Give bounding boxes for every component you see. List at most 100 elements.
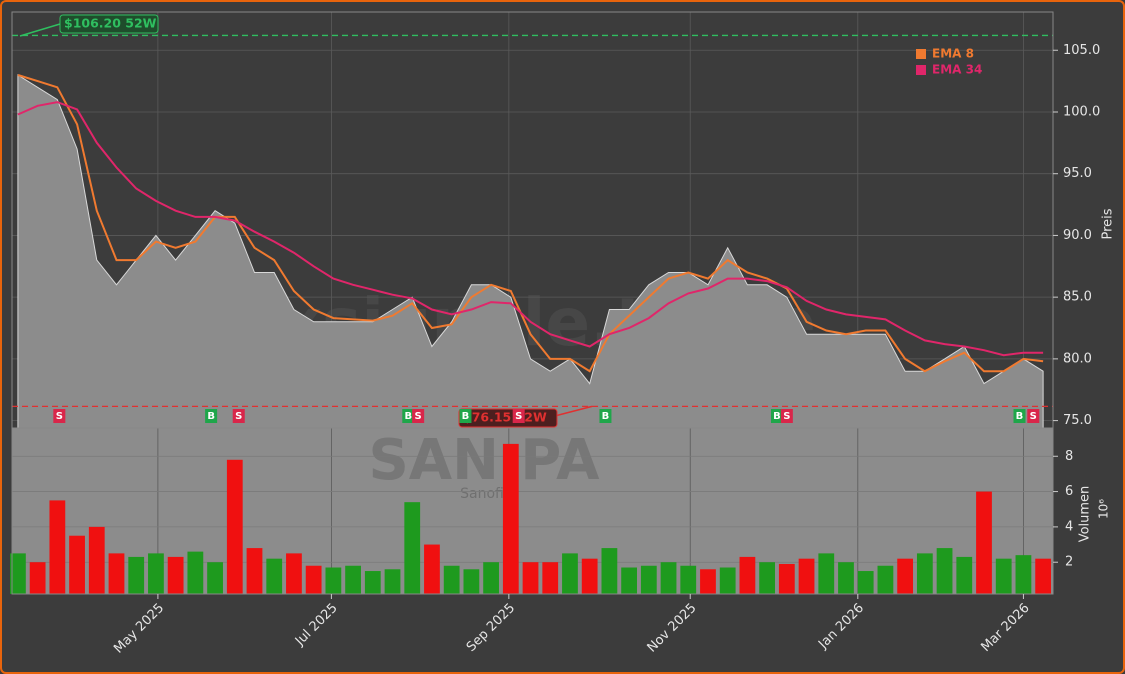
signal-marker [599,409,612,423]
signal-marker [1027,409,1040,423]
volume-bar [345,565,361,594]
volume-bar [680,565,697,594]
signal-label: S [515,411,522,422]
volume-axis-label: Volumen [1078,486,1093,543]
signal-label: B [207,411,215,422]
volume-bar [601,548,618,594]
signal-label: S [56,411,63,422]
x-tick-label: Nov 2025 [645,601,700,656]
signal-label: B [1016,411,1024,422]
volume-bar [443,565,460,594]
volume-bar [29,562,46,594]
volume-bar [364,571,381,594]
signal-label: S [783,411,790,422]
volume-bar [976,491,992,594]
volume-bar [10,553,26,594]
volume-bar [857,571,874,594]
volume-bar [719,567,736,594]
volume-bar [207,562,223,594]
volume-bar [581,558,598,594]
legend-label: EMA 34 [932,63,982,77]
volume-bar [838,562,854,594]
volume-bar [49,500,66,594]
volume-bar [502,443,519,594]
volume-bar [88,526,105,594]
volume-y-tick-label: 6 [1065,484,1073,499]
x-tick-label: Jan 2026 [815,601,867,653]
volume-exponent: 10⁶ [1097,499,1111,519]
price-area [17,74,1044,429]
volume-border [11,427,1054,595]
volume-bar [522,562,539,594]
volume-bar [266,558,283,594]
volume-bar [226,459,243,594]
level-label-text: $106.20 52W [64,16,157,31]
volume-bar [325,567,342,594]
volume-bar [877,565,894,594]
volume-bar [660,562,677,594]
volume-bar [916,553,933,594]
volume-bar [778,563,795,594]
volume-bar [463,569,480,594]
volume-y-tick-label: 8 [1065,449,1073,464]
ema-line [17,101,1044,357]
volume-bar [798,558,815,594]
volume-bar [759,562,776,594]
signal-label: B [602,411,610,422]
volume-bar [1035,558,1052,594]
legend-swatch [916,65,926,75]
y-tick-label: 80.0 [1063,351,1092,366]
y-tick-label: 105.0 [1063,43,1100,58]
signal-label: S [415,411,422,422]
volume-bar [1015,555,1032,594]
legend-label: EMA 8 [932,47,974,61]
x-tick-label: Mar 2026 [978,601,1032,655]
signal-marker [402,409,415,423]
y-axis-label: Preis [1101,208,1116,239]
legend-swatch [916,49,926,59]
watermark-name: Sanofi [460,486,504,502]
volume-bar [69,535,85,594]
volume-bar [108,553,125,594]
signal-marker [459,409,472,423]
volume-bar [286,553,302,594]
volume-bar [167,556,184,594]
volume-y-tick-label: 4 [1065,519,1073,534]
y-tick-label: 85.0 [1063,290,1092,305]
signal-label: B [404,411,412,422]
volume-bar [128,556,145,594]
volume-bar [700,569,716,594]
signal-label: B [773,411,781,422]
x-tick-label: Jul 2025 [292,601,341,650]
volume-bar [621,567,637,594]
signal-marker [205,409,218,423]
volume-bar [483,562,499,594]
y-tick-label: 90.0 [1063,228,1092,243]
signal-marker [512,409,525,423]
signal-marker [232,409,245,423]
volume-bar [424,544,440,594]
signal-marker [770,409,783,423]
volume-bar [936,548,953,594]
volume-bar [542,562,559,594]
volume-bar [384,569,401,594]
volume-bar [818,553,835,594]
volume-bar [739,556,756,594]
x-tick-label: May 2025 [111,601,167,657]
volume-bar [897,558,914,594]
volume-bar [956,556,973,594]
signal-label: S [235,411,242,422]
level-arrow [19,23,61,37]
level-label: $106.20 52W [19,14,159,37]
level-label-text: $76.15 52W [463,410,547,425]
volume-bar [148,553,164,594]
level-label: $76.15 52W [458,405,593,428]
signal-marker [780,409,793,423]
watermark-symbol: SAN.PA [368,428,600,493]
signal-label: S [1030,411,1037,422]
signal-label: B [462,411,470,422]
volume-bar [995,558,1012,594]
y-tick-label: 100.0 [1063,104,1100,119]
volume-bar [246,548,263,594]
